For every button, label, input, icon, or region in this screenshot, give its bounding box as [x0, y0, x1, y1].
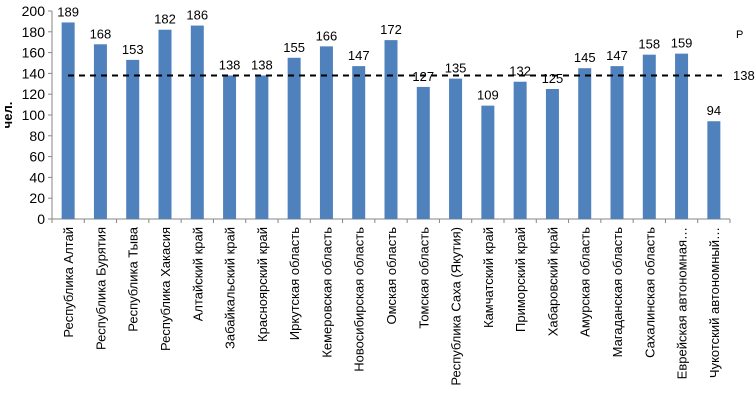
legend-fragment: Р — [736, 29, 743, 41]
data-label: 145 — [574, 50, 596, 65]
category-label: Республика Тыва — [126, 226, 141, 332]
data-label: 168 — [90, 26, 112, 41]
category-label: Приморский край — [513, 227, 528, 332]
data-label: 125 — [542, 71, 564, 86]
category-label: Республика Бурятия — [93, 227, 108, 350]
bar — [223, 75, 237, 219]
y-axis-label: чел. — [0, 102, 15, 129]
bar — [255, 75, 269, 219]
bar — [319, 46, 333, 219]
category-label: Республика Саха (Якутия) — [449, 227, 464, 386]
data-label: 172 — [380, 22, 402, 37]
bar — [675, 53, 689, 219]
y-tick-label: 200 — [22, 3, 46, 19]
category-label: Красноярский край — [255, 227, 270, 342]
bar — [707, 121, 721, 219]
bar — [642, 54, 656, 220]
category-label: Республика Хакасия — [158, 227, 173, 351]
bar — [416, 86, 430, 219]
category-label: Еврейская автономная… — [675, 227, 690, 379]
data-label: 135 — [445, 61, 467, 76]
y-tick-label: 60 — [29, 149, 45, 165]
y-tick-label: 40 — [29, 169, 45, 185]
reference-line-label: 138 — [733, 68, 755, 83]
data-label: 155 — [283, 40, 305, 55]
category-label: Камчатский край — [481, 227, 496, 328]
category-label: Томская область — [416, 227, 431, 329]
data-label: 159 — [671, 36, 693, 51]
y-tick-label: 140 — [22, 65, 46, 81]
data-label: 147 — [606, 48, 628, 63]
y-tick-label: 80 — [29, 128, 45, 144]
category-label: Амурская область — [578, 227, 593, 337]
category-label: Иркутская область — [287, 227, 302, 340]
category-label: Забайкальский край — [223, 227, 238, 349]
data-label: 182 — [154, 12, 176, 27]
category-label: Кемеровская область — [319, 227, 334, 358]
category-label: Сахалинская область — [642, 227, 657, 358]
y-tick-label: 120 — [22, 86, 46, 102]
y-tick-label: 0 — [37, 211, 45, 227]
category-label: Хабаровский край — [545, 227, 560, 336]
y-tick-label: 180 — [22, 24, 46, 40]
data-label: 189 — [57, 4, 79, 19]
data-label: 138 — [251, 57, 273, 72]
bar — [93, 44, 107, 219]
y-tick-label: 20 — [29, 190, 45, 206]
data-label: 153 — [122, 42, 144, 57]
bar — [449, 78, 463, 219]
category-label: Новосибирская область — [352, 227, 367, 372]
bar — [61, 22, 75, 219]
data-label: 147 — [348, 48, 370, 63]
bar — [545, 89, 559, 219]
category-label: Омская область — [384, 227, 399, 325]
data-label: 94 — [707, 103, 721, 118]
data-label: 186 — [186, 8, 208, 23]
y-tick-label: 160 — [22, 45, 46, 61]
bar — [578, 68, 592, 219]
y-tick-label: 100 — [22, 107, 46, 123]
category-label: Алтайский край — [190, 227, 205, 321]
bar — [158, 29, 172, 219]
bar — [352, 66, 366, 220]
bar — [610, 66, 624, 220]
data-label: 109 — [477, 88, 499, 103]
bar — [190, 25, 204, 220]
data-label: 132 — [509, 64, 531, 79]
data-label: 158 — [638, 37, 660, 52]
bar — [384, 40, 398, 220]
data-label: 166 — [316, 28, 338, 43]
bar — [287, 57, 301, 219]
category-label: Чукотский автономный… — [707, 227, 722, 378]
bar — [481, 105, 495, 219]
bar — [513, 81, 527, 219]
bar — [126, 59, 140, 219]
category-label: Магаданская область — [610, 227, 625, 358]
data-label: 138 — [219, 57, 241, 72]
category-label: Республика Алтай — [61, 227, 76, 338]
